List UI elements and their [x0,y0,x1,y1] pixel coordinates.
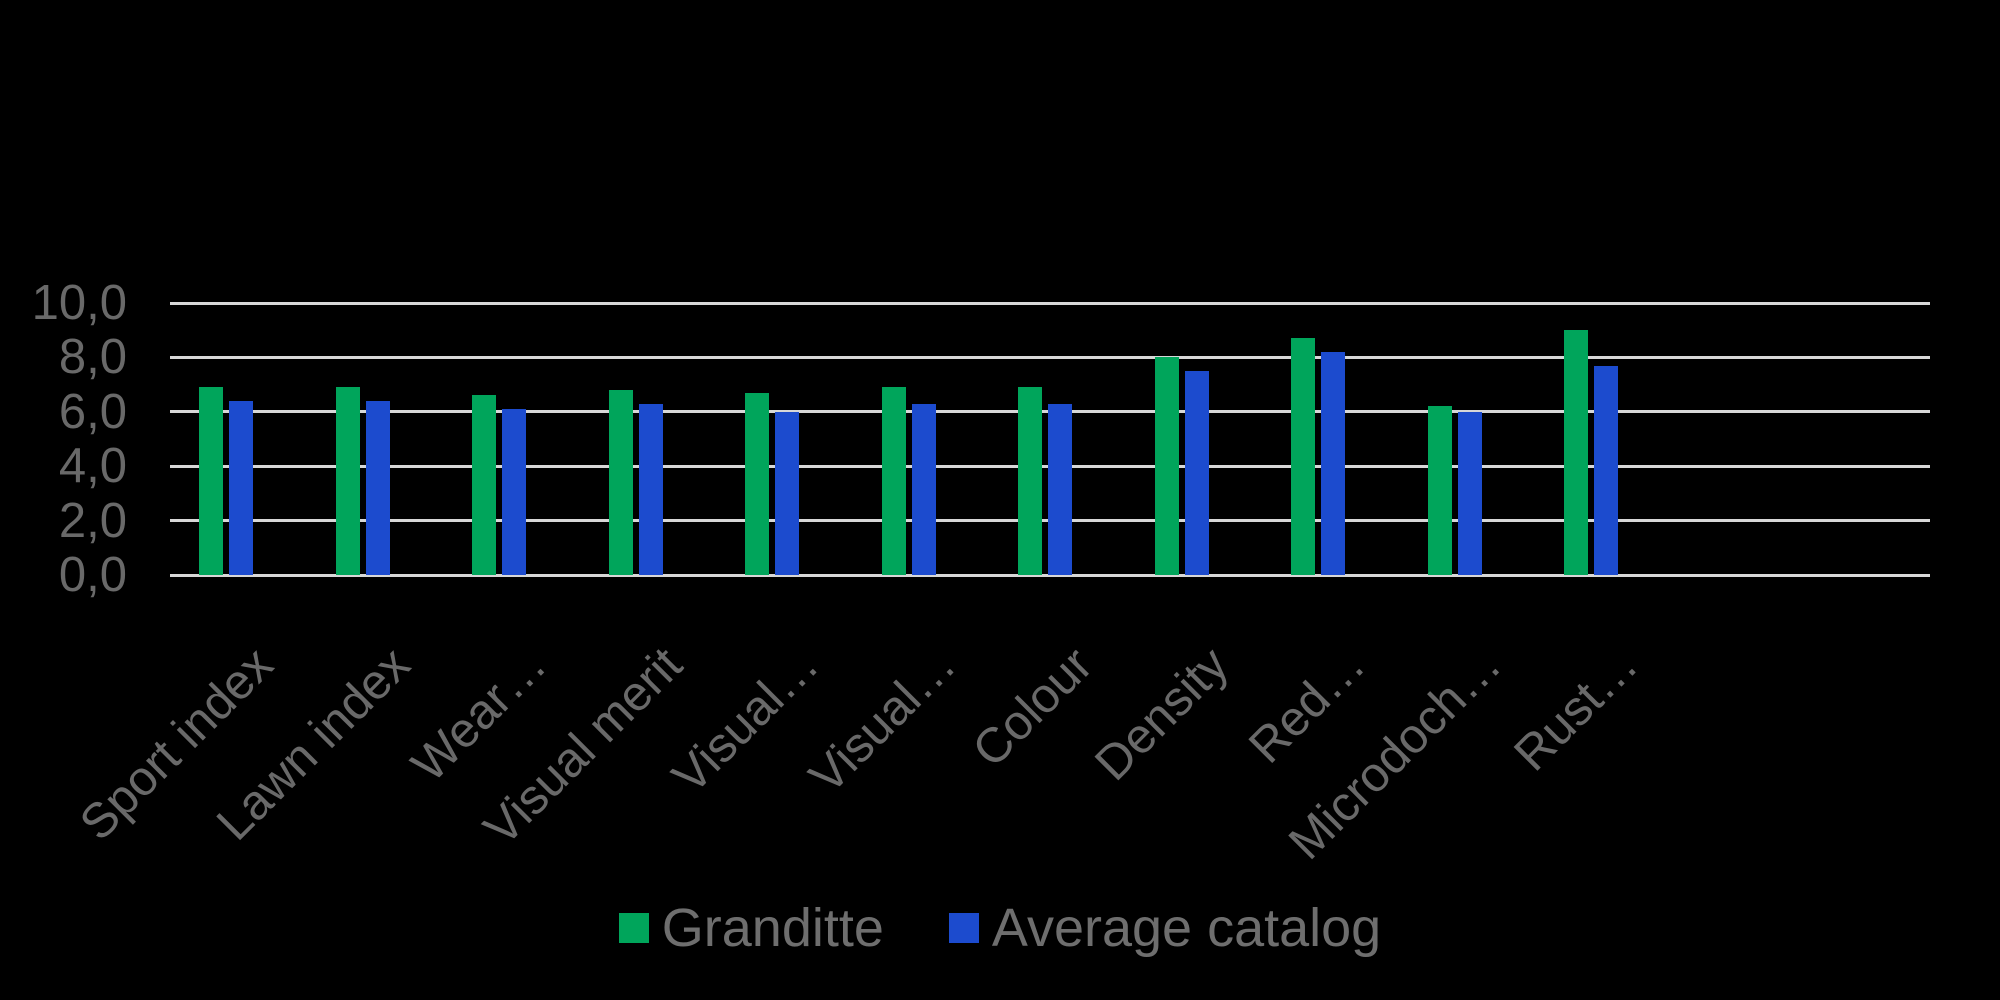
bar-granditte-visual [881,387,906,575]
x-axis-label-colour: Colour [962,637,1103,778]
bar-granditte-rust [1564,330,1588,575]
bar-average-catalog-red [1321,351,1345,575]
bar-granditte-microdoch [1427,406,1452,575]
x-axis-label-visual: Visual… [799,637,966,804]
x-axis-label-visual: Visual… [662,637,830,804]
bar-granditte-red [1291,338,1315,575]
y-axis-tick-label: 0,0 [58,548,127,602]
bar-granditte-colour [1018,387,1042,575]
bar-granditte-visual-merit [608,390,633,575]
legend-label-granditte: Granditte [661,898,884,958]
legend-swatch-granditte [618,913,649,943]
x-axis-label-density: Density [1085,637,1239,792]
legend-swatch-average-catalog [948,913,979,943]
y-axis-tick-label: 6,0 [58,384,127,439]
bar-average-catalog-rust [1594,365,1618,575]
bar-granditte-density [1154,357,1179,575]
bar-average-catalog-visual [775,411,799,575]
legend-item-average-catalog: Average catalog [948,898,1382,958]
bar-average-catalog-microdoch [1457,411,1482,575]
gridline [170,573,1930,577]
y-axis-tick-label: 2,0 [58,493,127,548]
bar-average-catalog-lawn-index [365,400,390,575]
x-axis-label-red: Red… [1239,637,1376,774]
bar-average-catalog-density [1184,371,1209,575]
y-axis-tick-label: 8,0 [58,330,127,385]
y-axis-tick-label: 4,0 [58,439,127,494]
legend: Granditte Average catalog [0,899,2000,957]
bar-average-catalog-colour [1048,403,1072,575]
bar-granditte-wear [472,395,496,575]
bar-average-catalog-visual [911,403,936,575]
bar-average-catalog-visual-merit [638,403,663,575]
bar-average-catalog-sport-index [229,400,253,575]
legend-label-average-catalog: Average catalog [991,898,1382,958]
gridline [170,355,1930,359]
bar-granditte-lawn-index [335,387,360,575]
x-axis-label-rust: Rust… [1504,637,1649,782]
bar-average-catalog-wear [502,409,526,575]
y-axis-tick-label: 10,0 [31,276,127,330]
bar-granditte-visual [745,392,769,575]
bar-granditte-sport-index [199,387,223,575]
gridline [170,301,1930,305]
legend-item-granditte: Granditte [618,898,884,958]
